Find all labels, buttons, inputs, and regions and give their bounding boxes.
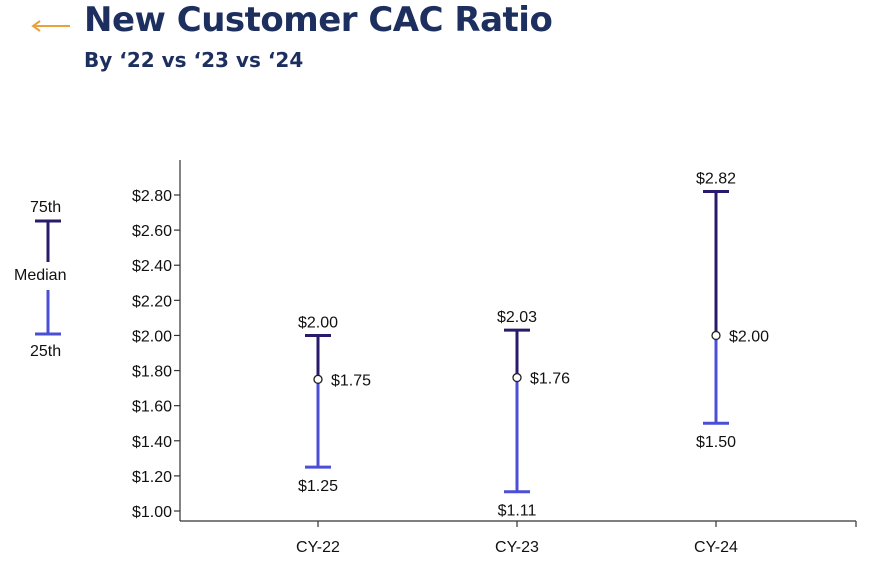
range-marks: $2.00 $1.75 $1.25 $2.03 $1.76 $1.11 $2.82 $2.00… [298, 170, 769, 519]
header: New Customer CAC Ratio By ‘22 vs ‘23 vs … [0, 0, 874, 90]
median-point [711, 330, 721, 341]
median-point [512, 372, 522, 383]
page-title: New Customer CAC Ratio [84, 0, 553, 40]
y-tick-label: $1.80 [132, 364, 172, 381]
legend: 75th Median 25th [14, 199, 66, 360]
y-tick-label: $2.40 [132, 258, 172, 275]
y-tick-label: $1.20 [132, 469, 172, 486]
legend-25th-label: 25th [30, 343, 61, 360]
axes [179, 160, 857, 527]
legend-75th-label: 75th [30, 199, 61, 216]
p75-value-label: $2.00 [298, 314, 338, 331]
y-tick-label: $1.60 [132, 399, 172, 416]
range-group: $2.03 $1.76 $1.11 [497, 309, 570, 520]
arrow-left-icon[interactable] [28, 16, 72, 36]
y-tick-label: $1.00 [132, 504, 172, 521]
x-tick-label: CY-23 [495, 539, 539, 556]
page-subtitle: By ‘22 vs ‘23 vs ‘24 [84, 48, 304, 72]
x-tick-label: CY-22 [296, 539, 340, 556]
p25-value-label: $1.11 [498, 503, 537, 520]
y-tick-label: $2.80 [132, 188, 172, 205]
y-tick-label: $1.40 [132, 434, 172, 451]
p75-value-label: $2.82 [696, 170, 736, 187]
median-value-label: $1.75 [331, 372, 371, 389]
p25-value-label: $1.25 [298, 478, 338, 495]
median-value-label: $1.76 [530, 371, 570, 388]
x-axis-ticks: CY-22 CY-23 CY-24 [296, 521, 738, 556]
p75-value-label: $2.03 [497, 309, 537, 326]
range-group: $2.82 $2.00 $1.50 [696, 170, 769, 451]
median-value-label: $2.00 [729, 328, 769, 345]
y-axis-ticks: $1.00 $1.20 $1.40 $1.60 $1.80 $2.00 $2.20 $2.40… [132, 188, 180, 521]
y-tick-label: $2.00 [132, 328, 172, 345]
legend-median-label: Median [14, 267, 66, 284]
y-tick-label: $2.60 [132, 223, 172, 240]
p25-value-label: $1.50 [696, 434, 736, 451]
range-group: $2.00 $1.75 $1.25 [298, 314, 371, 495]
x-tick-label: CY-24 [694, 539, 738, 556]
y-tick-label: $2.20 [132, 293, 172, 310]
median-point [313, 374, 323, 384]
